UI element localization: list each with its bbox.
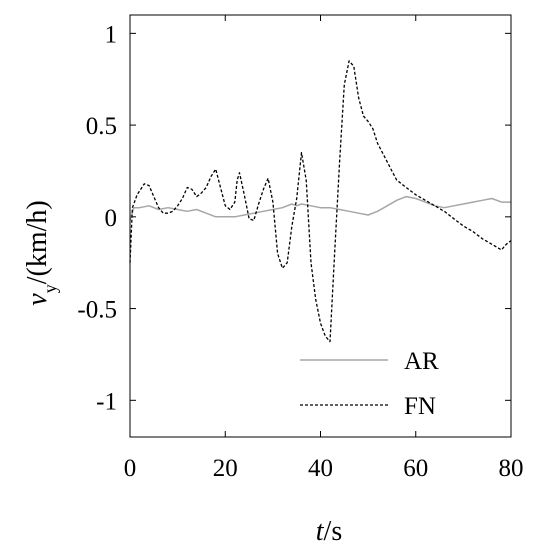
series-line-fn [129,60,512,343]
x-tick-label: 60 [403,455,428,482]
legend-label-ar: AR [404,348,439,375]
x-tick-label: 40 [308,455,333,482]
x-axis-variable: t [316,516,325,547]
x-tick-label: 0 [124,455,137,482]
y-tick-label: -1 [96,388,117,415]
y-tick-label: 1 [105,21,118,48]
x-axis-label: t/s [316,516,342,547]
legend-label-fn: FN [404,393,436,420]
tick-labels: 0 20 40 60 80 1 0.5 0 -0.5 -1 [77,21,523,482]
y-axis-variable: v [22,293,53,306]
series-lines [129,60,512,343]
y-axis-label: vy/(km/h) [22,200,60,305]
legend: AR FN [300,348,439,420]
series-line-ar [129,195,511,221]
x-axis-unit: /s [324,516,343,547]
y-tick-label: 0 [105,205,118,232]
plot-frame [129,14,512,438]
y-tick-label: -0.5 [77,297,117,324]
x-tick-label: 20 [213,455,238,482]
x-tick-label: 80 [499,455,524,482]
axis-ticks [129,15,512,437]
y-axis-subscript: y [40,284,60,293]
y-axis-unit: /(km/h) [22,200,53,284]
y-tick-label: 0.5 [86,113,117,140]
